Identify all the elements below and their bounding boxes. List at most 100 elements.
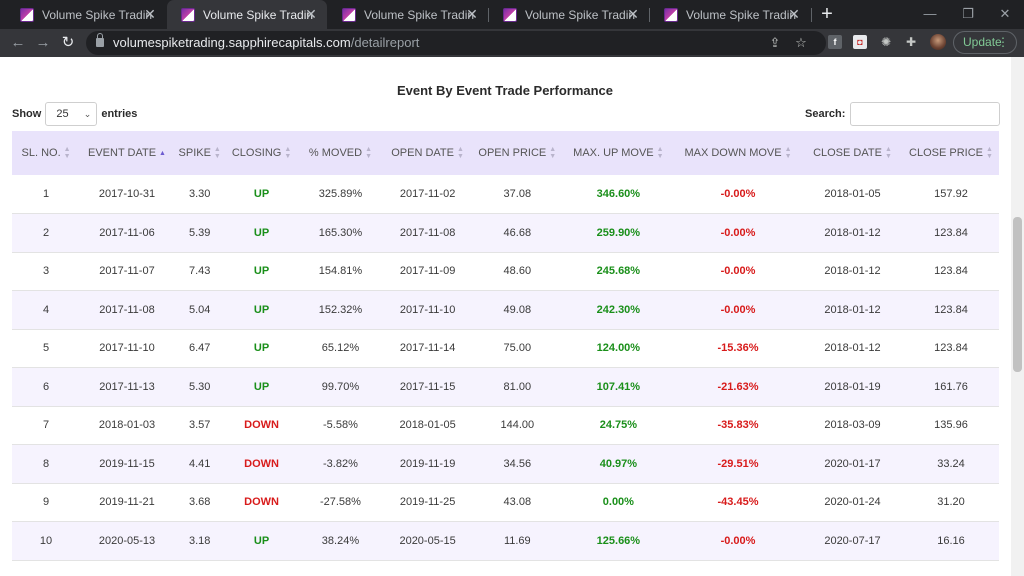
update-button[interactable]: Update ⋮ [953, 31, 1017, 54]
extension-spiral-icon[interactable]: ✺ [880, 35, 892, 49]
table-row: 7 2018-01-03 3.57 DOWN -5.58% 2018-01-05 144.0… [12, 406, 999, 445]
cell-open-date: 2017-11-10 [383, 290, 472, 330]
cell-open-date: 2017-11-15 [383, 367, 472, 407]
tab-close-icon[interactable]: ✕ [144, 6, 156, 22]
browser-tab-2[interactable]: Volume Spike Trading ✕ [167, 0, 327, 29]
cell-open-price: 49.08 [471, 290, 563, 330]
cell-open-date: 2020-05-15 [383, 521, 472, 561]
cell-sl-no: 3 [12, 252, 81, 291]
column-header-percent-moved[interactable]: % MOVED ▲ ▼ [297, 131, 384, 175]
cell-max-up-move: 346.60% [562, 175, 675, 214]
cell-open-price: 34.56 [471, 444, 563, 484]
cell-close-price: 123.84 [903, 329, 999, 368]
cell-open-date: 2017-11-14 [383, 329, 472, 368]
cell-spike: 3.18 [173, 521, 226, 561]
cell-close-price: 123.84 [903, 213, 999, 253]
cell-spike: 6.47 [173, 329, 226, 368]
tab-title: Volume Spike Trading [203, 7, 313, 22]
column-header-max-down-move[interactable]: MAX DOWN MOVE ▲ ▼ [674, 131, 802, 175]
page-title: Event By Event Trade Performance [396, 83, 614, 98]
new-tab-plus-icon[interactable]: + [821, 3, 833, 25]
page-scrollbar[interactable] [1011, 57, 1024, 576]
cell-open-date: 2019-11-19 [383, 444, 472, 484]
browser-tab-1[interactable]: Volume Spike Trading ✕ [6, 0, 166, 29]
cell-max-down-move: -0.00% [674, 252, 802, 291]
reload-icon[interactable]: ↻ [61, 34, 75, 51]
address-bar[interactable]: volumespiketrading.sapphirecapitals.com/… [86, 31, 826, 55]
cell-open-date: 2017-11-08 [383, 213, 472, 253]
extension-pocket-icon[interactable]: ◘ [853, 35, 867, 49]
scrollbar-thumb[interactable] [1013, 217, 1022, 372]
more-menu-icon: ⋮ [997, 35, 1009, 49]
browser-toolbar: ← → ↻ volumespiketrading.sapphirecapital… [0, 29, 1024, 57]
cell-percent-moved: 152.32% [297, 290, 384, 330]
column-header-open-price[interactable]: OPEN PRICE ▲ ▼ [471, 131, 563, 175]
entries-select[interactable]: 25 ⌄ [45, 102, 98, 126]
cell-spike: 3.68 [173, 483, 226, 522]
table-row: 2 2017-11-06 5.39 UP 165.30% 2017-11-08 46.68 2… [12, 213, 999, 253]
tab-separator [811, 8, 812, 22]
column-header-sl-no[interactable]: SL. NO. ▲ ▼ [12, 131, 81, 175]
close-window-icon[interactable]: ✕ [999, 6, 1011, 21]
cell-sl-no: 9 [12, 483, 81, 522]
profile-avatar[interactable] [930, 34, 946, 50]
cell-spike: 3.57 [173, 406, 226, 445]
sort-icon: ▲ ▼ [213, 146, 221, 160]
column-header-label: CLOSING [231, 146, 282, 159]
tab-separator [488, 8, 489, 22]
cell-open-date: 2018-01-05 [383, 406, 472, 445]
cell-close-date: 2018-01-05 [801, 175, 903, 214]
bookmark-star-icon[interactable]: ☆ [795, 35, 807, 50]
cell-open-date: 2017-11-09 [383, 252, 472, 291]
tab-close-icon[interactable]: ✕ [305, 6, 317, 22]
extension-f-icon[interactable]: f [828, 35, 842, 49]
table-row: 9 2019-11-21 3.68 DOWN -27.58% 2019-11-25 43.0… [12, 483, 999, 522]
forward-arrow-icon[interactable]: → [35, 34, 51, 51]
tab-close-icon[interactable]: ✕ [788, 6, 800, 22]
site-favicon-icon [503, 7, 517, 22]
table-row: 1 2017-10-31 3.30 UP 325.89% 2017-11-02 37.08 3… [12, 175, 999, 214]
column-header-closing[interactable]: CLOSING ▲ ▼ [225, 131, 298, 175]
tab-close-icon[interactable]: ✕ [466, 6, 478, 22]
cell-close-price: 135.96 [903, 406, 999, 445]
share-icon[interactable]: ⇪ [769, 35, 781, 50]
minimize-window-icon[interactable]: — [923, 6, 937, 21]
cell-sl-no: 5 [12, 329, 81, 368]
cell-percent-moved: 99.70% [297, 367, 384, 407]
cell-max-up-move: 124.00% [562, 329, 675, 368]
cell-max-down-move: -0.00% [674, 175, 802, 214]
lock-icon [96, 33, 104, 47]
column-header-event-date[interactable]: EVENT DATE ▲ [80, 131, 174, 175]
browser-tab-3[interactable]: Volume Spike Trading ✕ [328, 0, 488, 29]
sort-icon: ▲ ▼ [986, 146, 993, 160]
cell-open-price: 43.08 [471, 483, 563, 522]
sort-icon: ▲ ▼ [884, 146, 892, 160]
search-label: Search: [805, 108, 846, 120]
site-favicon-icon [664, 7, 678, 22]
cell-open-date: 2019-11-25 [383, 483, 472, 522]
sort-icon: ▲ ▼ [457, 146, 464, 160]
extensions-puzzle-icon[interactable]: ✚ [905, 35, 917, 49]
cell-percent-moved: 325.89% [297, 175, 384, 214]
table-body: 1 2017-10-31 3.30 UP 325.89% 2017-11-02 37.08 3… [12, 175, 999, 561]
sort-icon: ▲ ▼ [284, 146, 292, 160]
column-header-open-date[interactable]: OPEN DATE ▲ ▼ [383, 131, 472, 175]
trade-performance-table: SL. NO. ▲ ▼ EVENT DATE ▲ SPIKE ▲ ▼ CLOSING ▲ ▼ … [12, 131, 999, 561]
cell-close-price: 157.92 [903, 175, 999, 214]
column-header-label: SPIKE [178, 146, 211, 159]
column-header-close-date[interactable]: CLOSE DATE ▲ ▼ [801, 131, 903, 175]
back-arrow-icon[interactable]: ← [10, 34, 26, 51]
search-input[interactable] [850, 102, 1001, 126]
column-header-max-up-move[interactable]: MAX. UP MOVE ▲ ▼ [562, 131, 675, 175]
column-header-close-price[interactable]: CLOSE PRICE ▲ ▼ [903, 131, 999, 175]
browser-tab-5[interactable]: Volume Spike Trading ✕ [650, 0, 810, 29]
column-header-spike[interactable]: SPIKE ▲ ▼ [173, 131, 226, 175]
tab-close-icon[interactable]: ✕ [627, 6, 639, 22]
restore-window-icon[interactable]: ❐ [962, 6, 974, 21]
cell-sl-no: 6 [12, 367, 81, 407]
cell-max-down-move: -35.83% [674, 406, 802, 445]
browser-tab-4[interactable]: Volume Spike Trading ✕ [489, 0, 649, 29]
cell-closing: UP [225, 521, 298, 561]
cell-event-date: 2017-11-13 [80, 367, 174, 407]
cell-closing: UP [225, 290, 298, 330]
